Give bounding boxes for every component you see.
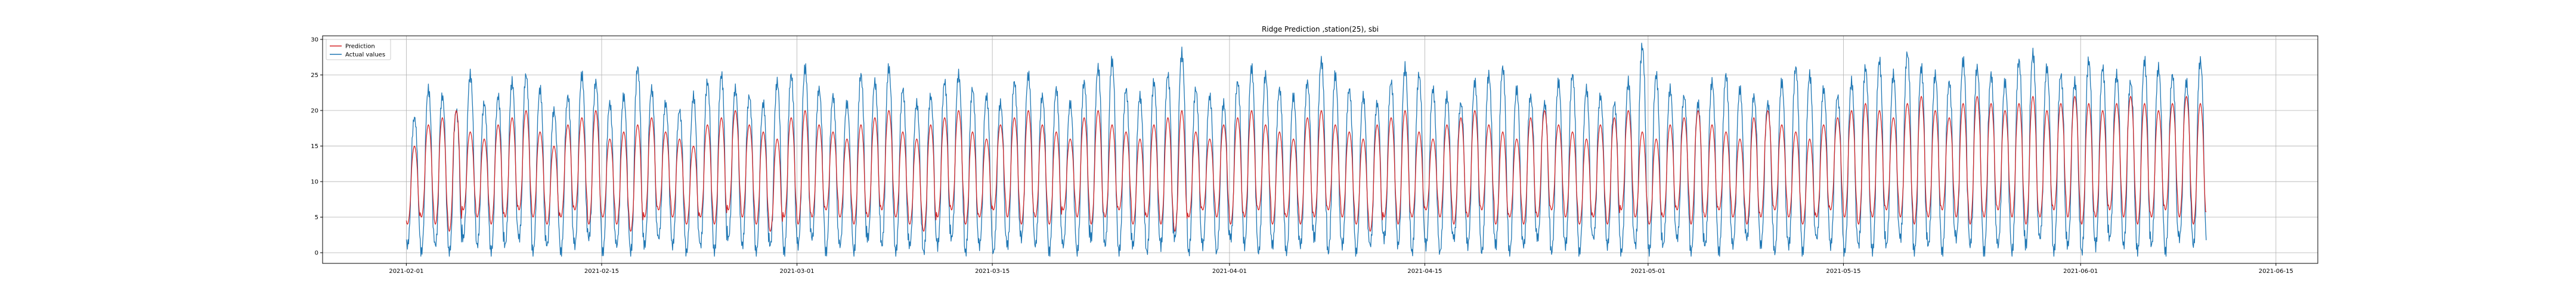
axes-frame (322, 35, 2318, 264)
x-tick-label: 2021-04-01 (1212, 268, 1247, 275)
x-tick-label: 2021-05-01 (1631, 268, 1665, 275)
y-tick-label: 25 (311, 72, 318, 79)
series-layer (405, 42, 2207, 257)
chart-title: Ridge Prediction ,station(25), sbi (1262, 25, 1379, 33)
x-tick-label: 2021-04-15 (1407, 268, 1442, 275)
x-tick-label: 2021-02-01 (389, 268, 423, 275)
legend-label: Actual values (345, 52, 385, 59)
y-axis: 0 5 10 15 20 25 30 (311, 36, 323, 257)
x-tick-label: 2021-02-15 (584, 268, 619, 275)
y-tick-label: 15 (311, 143, 318, 150)
y-tick-label: 30 (311, 36, 318, 43)
y-tick-label: 5 (315, 214, 318, 221)
legend-label: Prediction (345, 44, 375, 50)
x-tick-label: 2021-05-15 (1826, 268, 1860, 275)
x-tick-label: 2021-03-15 (975, 268, 1010, 275)
y-tick-label: 10 (311, 179, 318, 186)
x-tick-label: 2021-03-01 (779, 268, 814, 275)
x-axis: 2021-02-01 2021-02-15 2021-03-01 2021-03-15… (389, 263, 2293, 275)
plot-area: 2021-02-01 2021-02-15 2021-03-01 2021-03-15… (311, 35, 2318, 275)
y-tick-label: 20 (311, 108, 318, 115)
legend: Prediction Actual values (326, 39, 391, 60)
series-line-prediction (405, 96, 2207, 232)
x-tick-label: 2021-06-15 (2259, 268, 2293, 275)
series-line-actual-values (405, 42, 2207, 257)
y-tick-label: 0 (315, 250, 318, 257)
x-tick-label: 2021-06-01 (2063, 268, 2098, 275)
legend-box (326, 39, 391, 60)
